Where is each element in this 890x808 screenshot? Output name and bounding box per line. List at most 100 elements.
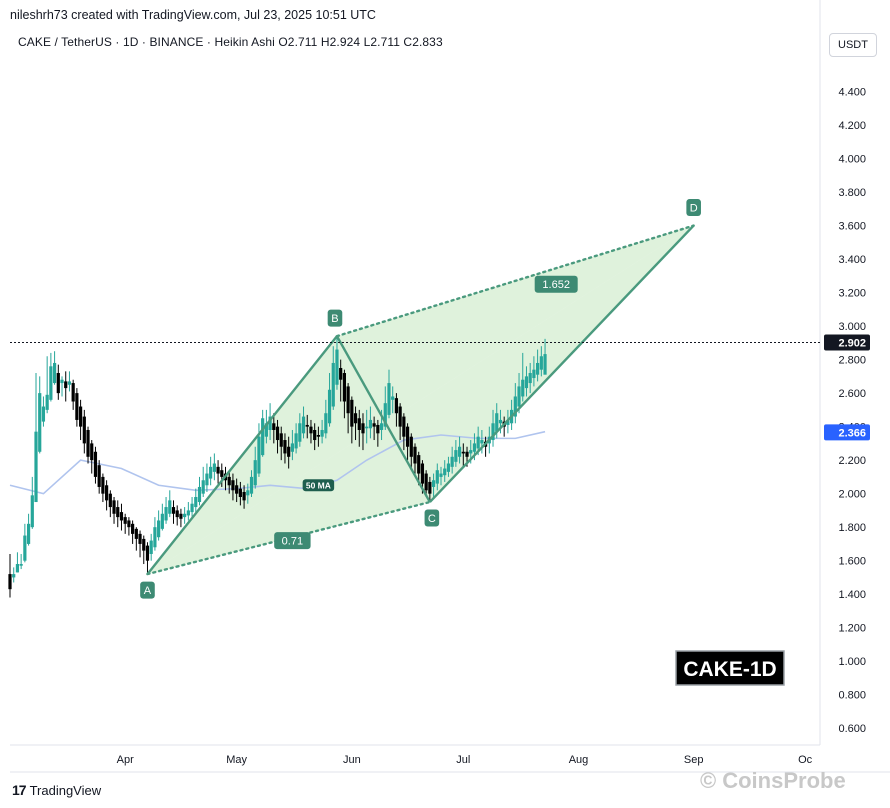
candle-body bbox=[517, 386, 521, 407]
dotted-bd bbox=[335, 224, 695, 338]
pattern-point-b: B bbox=[331, 313, 338, 325]
x-tick-label: Apr bbox=[117, 754, 134, 766]
candle-body bbox=[361, 423, 365, 434]
candle-body bbox=[75, 393, 79, 420]
candle-body bbox=[30, 495, 34, 528]
candle-body bbox=[15, 564, 20, 573]
candle-body bbox=[524, 376, 529, 389]
candle-body bbox=[301, 416, 306, 434]
candle-body bbox=[320, 429, 324, 437]
y-tick-label: 4.400 bbox=[838, 87, 866, 99]
candle-body bbox=[52, 362, 57, 384]
candle-body bbox=[454, 450, 458, 462]
candle-body bbox=[90, 443, 94, 461]
y-tick-label: 3.400 bbox=[838, 254, 866, 266]
candle-body bbox=[78, 406, 83, 427]
candle-body bbox=[220, 470, 224, 477]
candle-body bbox=[157, 520, 161, 538]
y-tick-label: 2.600 bbox=[838, 388, 866, 400]
candle-body bbox=[101, 476, 105, 494]
candle-body bbox=[431, 480, 436, 487]
y-tick-label: 1.600 bbox=[838, 556, 866, 568]
candle-body bbox=[119, 512, 124, 521]
candle-body bbox=[164, 507, 168, 521]
candle-body bbox=[305, 424, 309, 427]
candle-body bbox=[506, 419, 510, 425]
pattern-point-a: A bbox=[144, 585, 152, 597]
y-tick-label: 1.800 bbox=[838, 522, 866, 534]
candle-body bbox=[253, 460, 257, 486]
candle-body bbox=[127, 520, 131, 528]
candle-body bbox=[339, 367, 343, 380]
y-tick-label: 2.800 bbox=[838, 355, 866, 367]
candle-body bbox=[108, 493, 112, 508]
y-tick-label: 1.200 bbox=[838, 623, 866, 635]
tradingview-brand-label: TradingView bbox=[29, 782, 102, 798]
candle-body bbox=[56, 373, 60, 394]
candle-body bbox=[86, 429, 90, 457]
candle-body bbox=[480, 440, 484, 444]
candle-body bbox=[216, 466, 220, 474]
ratio-label: 1.652 bbox=[542, 279, 570, 291]
candle-body bbox=[246, 490, 250, 496]
candle-body bbox=[183, 513, 187, 518]
candle-body bbox=[67, 381, 72, 385]
candle-body bbox=[12, 574, 16, 578]
candle-body bbox=[138, 533, 142, 544]
pattern-point-d-bg bbox=[686, 199, 701, 217]
candle-body bbox=[279, 433, 283, 447]
candle-body bbox=[275, 426, 280, 441]
candle-body bbox=[209, 466, 213, 479]
candle-body bbox=[145, 545, 150, 561]
symbol-info-line: CAKE / TetherUS · 1D · BINANCE · Heikin … bbox=[18, 35, 443, 49]
candle-body bbox=[142, 538, 146, 551]
candle-body bbox=[268, 416, 272, 430]
candle-body bbox=[498, 419, 503, 424]
watermark: © CoinsProbe bbox=[700, 768, 846, 794]
candle-body bbox=[513, 396, 517, 417]
candle-body bbox=[379, 423, 384, 430]
copyright-icon: © bbox=[700, 768, 717, 793]
candle-body bbox=[134, 528, 138, 539]
ma-price-badge: 2.366 bbox=[838, 427, 866, 439]
candle-body bbox=[398, 406, 402, 427]
chart-header: nileshrh73 created with TradingView.com,… bbox=[0, 0, 890, 49]
ma-50-label-bg bbox=[302, 479, 335, 492]
y-tick-label: 2.000 bbox=[838, 489, 866, 501]
currency-button[interactable]: USDT bbox=[829, 33, 877, 57]
candle-body bbox=[443, 468, 447, 476]
pattern-point-d: D bbox=[690, 202, 698, 214]
chart-title: CAKE-1D bbox=[683, 658, 776, 681]
tradingview-brand[interactable]: 17 TradingView bbox=[12, 782, 101, 798]
y-tick-label: 0.600 bbox=[838, 723, 866, 735]
candle-body bbox=[391, 396, 395, 400]
candle-body bbox=[201, 480, 205, 494]
candle-body bbox=[45, 394, 49, 410]
candle-body bbox=[212, 463, 216, 472]
candle-body bbox=[457, 446, 462, 457]
pattern-point-c: C bbox=[428, 513, 436, 525]
ratio-label-bg bbox=[534, 275, 578, 293]
candle-body bbox=[238, 488, 242, 498]
author-credit: nileshrh73 created with TradingView.com,… bbox=[10, 8, 376, 22]
candle-body bbox=[93, 451, 98, 477]
ma-50-label: 50 MA bbox=[306, 480, 331, 490]
candle-body bbox=[450, 456, 454, 467]
candle-body bbox=[112, 500, 116, 514]
candle-body bbox=[38, 393, 42, 452]
candle-body bbox=[469, 450, 473, 454]
ma-price-badge-bg bbox=[824, 424, 870, 441]
candle-body bbox=[417, 455, 421, 474]
x-tick-label: Aug bbox=[569, 754, 589, 766]
ratio-label-bg bbox=[274, 532, 311, 550]
candle-body bbox=[264, 423, 268, 437]
candle-body bbox=[105, 485, 109, 501]
candle-body bbox=[331, 362, 335, 407]
candle-body bbox=[428, 481, 432, 494]
candle-body bbox=[324, 413, 328, 434]
candle-body bbox=[365, 426, 369, 429]
candle-body bbox=[272, 423, 276, 430]
candle-body bbox=[532, 369, 536, 379]
candle-body bbox=[235, 485, 239, 494]
